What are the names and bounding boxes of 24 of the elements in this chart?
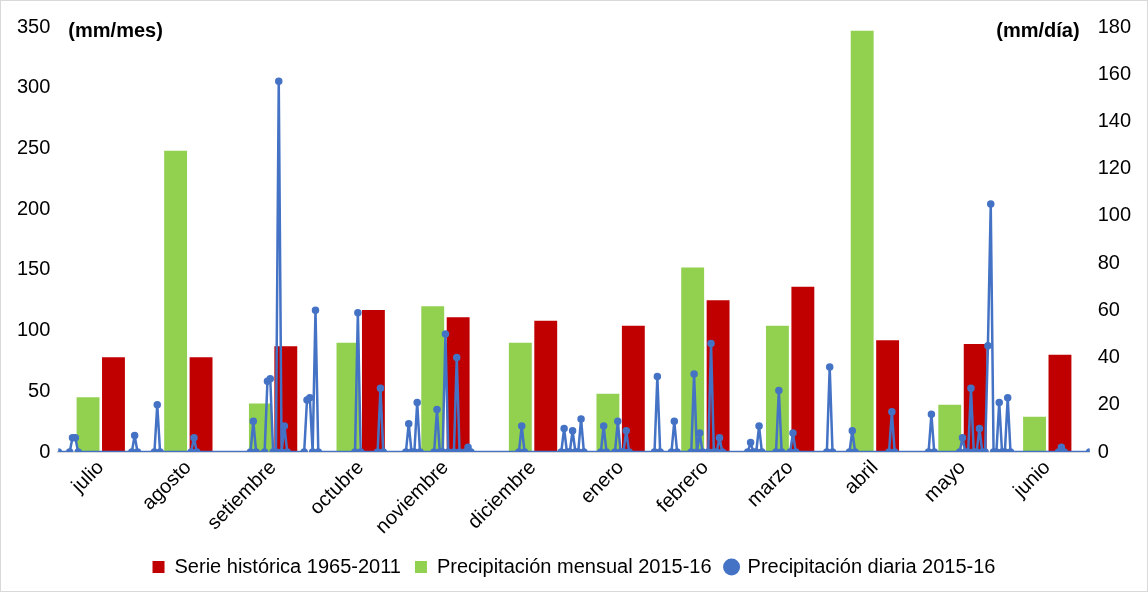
- y-tick-label: 350: [16, 14, 51, 37]
- y-axis-title: (mm/mes): [68, 18, 163, 41]
- y2-tick-label: 60: [1097, 297, 1120, 320]
- y-tick-label: 100: [16, 318, 51, 341]
- y2-tick-label: 160: [1097, 61, 1132, 84]
- y2-tick-label: 0: [1097, 439, 1109, 462]
- y2-tick-label: 180: [1097, 14, 1132, 37]
- y2-axis-title: (mm/día): [996, 18, 1080, 41]
- y2-tick-label: 20: [1097, 392, 1120, 415]
- y2-tick-label: 140: [1097, 108, 1132, 131]
- y2-tick-label: 120: [1097, 156, 1132, 179]
- x-tick-label: julio: [66, 455, 108, 498]
- y-tick-label: 0: [39, 439, 51, 462]
- y2-tick-label: 100: [1097, 203, 1132, 226]
- y-tick-label: 150: [16, 257, 51, 280]
- y-tick-label: 250: [16, 135, 51, 158]
- legend-label: Precipitación mensual 2015-16: [436, 554, 712, 577]
- y2-tick-label: 80: [1097, 250, 1120, 273]
- y-tick-label: 300: [16, 75, 51, 98]
- y-tick-label: 200: [16, 196, 51, 219]
- legend-label: Serie histórica 1965-2011: [174, 554, 401, 577]
- y-tick-label: 50: [28, 378, 51, 401]
- y2-tick-label: 40: [1097, 345, 1120, 368]
- legend-label: Precipitación diaria 2015-16: [747, 554, 996, 577]
